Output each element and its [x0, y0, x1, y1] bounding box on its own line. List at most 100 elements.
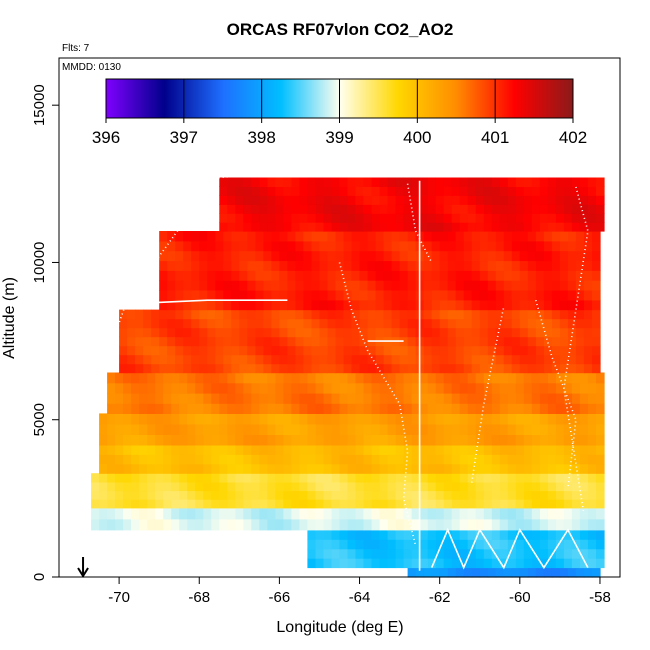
heatmap-cell: [499, 548, 509, 559]
heatmap-cell: [395, 393, 405, 404]
heatmap-cell: [407, 327, 417, 338]
heatmap-cell: [235, 393, 244, 404]
heatmap-cell: [475, 204, 485, 214]
heatmap-cell: [327, 327, 337, 338]
heatmap-cell: [159, 231, 168, 242]
heatmap-cell: [579, 204, 589, 214]
heatmap-cell: [363, 490, 373, 500]
heatmap-cell: [171, 463, 180, 474]
heatmap-cell: [463, 354, 473, 365]
heatmap-cell: [443, 548, 453, 559]
heatmap-cell: [499, 434, 509, 446]
heatmap-cell: [315, 413, 325, 425]
heatmap-cell: [592, 299, 601, 311]
heatmap-cell: [395, 204, 405, 214]
heatmap-cell: [211, 518, 220, 531]
heatmap-cell: [503, 270, 513, 281]
heatmap-cell: [419, 481, 429, 492]
heatmap-cell: [491, 413, 501, 425]
heatmap-cell: [427, 195, 437, 205]
heatmap-cell: [267, 222, 276, 232]
heatmap-cell: [515, 434, 525, 446]
heatmap-cell: [155, 434, 164, 446]
heatmap-cell: [343, 336, 353, 347]
heatmap-cell: [187, 518, 196, 531]
heatmap-cell: [155, 393, 164, 404]
heatmap-cell: [395, 186, 405, 196]
heatmap-cell: [535, 363, 545, 374]
heatmap-cell: [563, 473, 573, 483]
heatmap-cell: [171, 372, 180, 384]
heatmap-cell: [355, 177, 365, 187]
heatmap-cell: [315, 548, 325, 559]
heatmap-cell: [331, 548, 341, 559]
heatmap-cell: [307, 518, 316, 531]
heatmap-cell: [571, 222, 581, 232]
heatmap-cell: [596, 529, 605, 540]
heatmap-cell: [523, 463, 533, 474]
heatmap-cell: [139, 499, 148, 509]
heatmap-cell: [531, 186, 541, 196]
heatmap-cell: [379, 186, 389, 196]
heatmap-cell: [283, 186, 292, 196]
heatmap-cell: [459, 463, 469, 474]
heatmap-cell: [579, 423, 589, 435]
heatmap-cell: [323, 463, 333, 474]
heatmap-cell: [163, 499, 172, 509]
heatmap-cell: [399, 363, 409, 374]
heatmap-cell: [439, 299, 449, 311]
heatmap-cell: [299, 393, 308, 404]
heatmap-cell: [391, 240, 401, 252]
heatmap-cell: [459, 499, 469, 509]
heatmap-cell: [567, 345, 577, 356]
heatmap-cell: [299, 518, 308, 531]
heatmap-cell: [255, 290, 264, 301]
heatmap-cell: [511, 345, 521, 356]
heatmap-cell: [335, 270, 345, 281]
heatmap-cell: [287, 363, 296, 374]
heatmap-cell: [355, 507, 365, 520]
heatmap-cell: [235, 403, 244, 414]
heatmap-cell: [311, 309, 321, 320]
heatmap-cell: [483, 177, 493, 187]
heatmap-cell: [171, 434, 180, 446]
heatmap-cell: [359, 260, 369, 271]
heatmap-cell: [387, 518, 397, 531]
heatmap-cell: [203, 507, 212, 520]
heatmap-cell: [539, 434, 549, 446]
heatmap-cell: [331, 372, 341, 384]
heatmap-cell: [567, 354, 577, 365]
heatmap-cell: [587, 507, 597, 520]
heatmap-cell: [115, 393, 124, 404]
heatmap-cell: [215, 363, 224, 374]
heatmap-cell: [451, 403, 461, 414]
heatmap-cell: [139, 518, 148, 531]
plot-frame: [58, 57, 621, 578]
heatmap-cell: [203, 454, 212, 465]
heatmap-cell: [411, 434, 421, 446]
heatmap-cell: [227, 481, 236, 492]
heatmap-cell: [239, 309, 248, 320]
heatmap-cell: [307, 372, 316, 384]
heatmap-cell: [287, 336, 296, 347]
heatmap-cell: [195, 507, 204, 520]
heatmap-cell: [539, 222, 549, 232]
heatmap-cell: [347, 507, 357, 520]
heatmap-cell: [323, 490, 333, 500]
heatmap-cell: [247, 318, 256, 329]
heatmap-cell: [507, 413, 517, 425]
heatmap-cell: [347, 490, 357, 500]
heatmap-cell: [471, 260, 481, 271]
heatmap-cell: [271, 309, 280, 320]
heatmap-cell: [335, 299, 345, 311]
heatmap-cell: [555, 507, 565, 520]
heatmap-cell: [223, 354, 232, 365]
heatmap-cell: [395, 463, 405, 474]
heatmap-cell: [203, 372, 212, 384]
heatmap-cell: [503, 240, 513, 252]
heatmap-cell: [571, 403, 581, 414]
heatmap-cell: [475, 490, 485, 500]
heatmap-cell: [167, 299, 176, 311]
heatmap-cell: [239, 363, 248, 374]
heatmap-cell: [115, 444, 124, 455]
